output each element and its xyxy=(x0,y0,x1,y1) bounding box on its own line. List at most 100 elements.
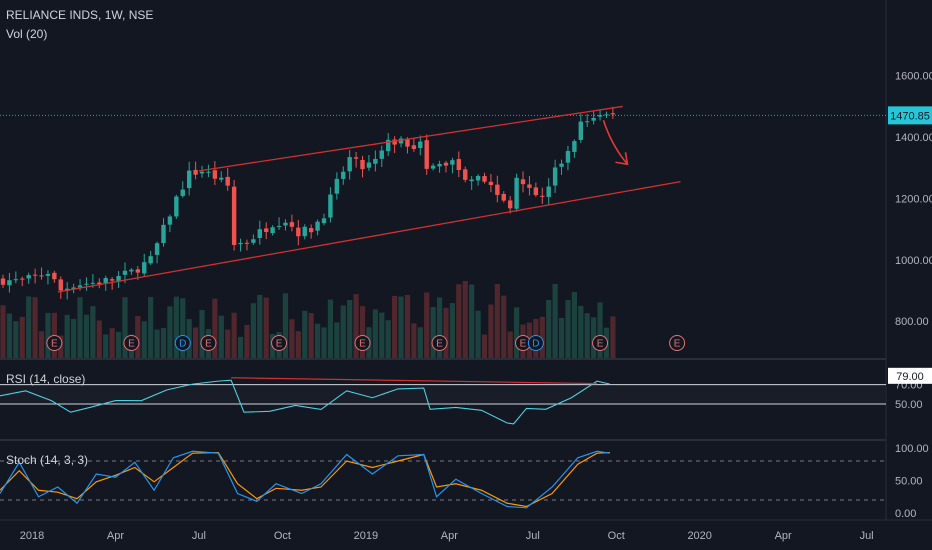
candle-body xyxy=(341,171,346,179)
candle-body xyxy=(488,181,494,186)
event-marker-label: E xyxy=(276,339,283,350)
upper-channel-line xyxy=(198,105,623,172)
volume-bar xyxy=(424,292,430,358)
event-marker-label: E xyxy=(359,339,366,350)
time-tick-label: Oct xyxy=(274,530,291,542)
candle-body xyxy=(148,256,153,264)
time-tick-label: Jul xyxy=(192,530,206,542)
candle-body xyxy=(122,270,128,275)
candle-body xyxy=(129,269,134,272)
candle-body xyxy=(251,239,256,243)
candle-body xyxy=(514,177,519,209)
candle-body xyxy=(231,186,237,245)
volume-bar xyxy=(6,313,13,358)
time-tick-label: 2018 xyxy=(20,530,44,542)
volume-bar xyxy=(379,312,385,358)
candle-body xyxy=(199,171,205,174)
volume-bar xyxy=(327,299,334,358)
stoch-tick-label: 50.00 xyxy=(895,476,923,488)
stoch-k-line xyxy=(0,450,610,509)
event-marker-label: E xyxy=(51,339,58,350)
time-tick-label: Apr xyxy=(441,530,458,542)
rsi-tick-label: 50.00 xyxy=(895,399,923,411)
volume-bar xyxy=(443,307,449,358)
last-price-badge xyxy=(888,106,932,125)
candle-body xyxy=(450,160,455,165)
volume-bar xyxy=(141,321,147,358)
volume-bar xyxy=(13,321,19,358)
event-marker-label: E xyxy=(520,339,527,350)
candles-layer xyxy=(0,106,886,300)
candle-body xyxy=(77,285,83,288)
time-tick-label: Apr xyxy=(775,530,792,542)
event-marker-label: E xyxy=(597,339,604,350)
volume-bar xyxy=(308,312,314,358)
candle-body xyxy=(257,229,262,238)
volume-bar xyxy=(430,307,436,358)
rsi-series-line xyxy=(0,379,611,425)
volume-bar xyxy=(353,294,359,358)
time-tick-label: 2020 xyxy=(687,530,711,542)
volume-label[interactable]: Vol (20) xyxy=(6,27,47,41)
event-marker-e xyxy=(271,335,288,351)
event-marker-label: E xyxy=(205,339,212,350)
volume-bar xyxy=(385,320,391,358)
stoch-label[interactable]: Stoch (14, 3, 3) xyxy=(6,453,88,467)
event-marker-e xyxy=(592,335,609,351)
candle-body xyxy=(373,158,378,164)
volume-bar xyxy=(90,306,96,358)
candle-body xyxy=(411,145,417,149)
volume-bar xyxy=(122,297,128,358)
price-tick-label: 1000.00 xyxy=(895,255,932,267)
time-tick-label: 2019 xyxy=(354,530,378,542)
candle-body xyxy=(572,141,577,152)
candle-body xyxy=(469,179,474,182)
rsi-label[interactable]: RSI (14, close) xyxy=(6,372,85,386)
candle-body xyxy=(437,163,442,167)
volume-bar xyxy=(244,324,250,358)
rsi-value-badge xyxy=(888,367,932,384)
volume-bar xyxy=(173,296,179,358)
candle-body xyxy=(501,193,506,201)
event-marker-label: E xyxy=(436,339,443,350)
volume-bar xyxy=(591,317,597,358)
candle-body xyxy=(296,227,301,237)
candle-body xyxy=(39,275,44,277)
candle-body xyxy=(135,269,141,273)
volume-bar xyxy=(115,331,122,358)
candle-body xyxy=(507,200,513,209)
rsi-panel xyxy=(0,377,886,425)
candle-body xyxy=(366,162,372,168)
volume-bar xyxy=(19,316,25,358)
candle-body xyxy=(90,282,96,284)
volume-bar xyxy=(83,314,90,358)
volume-bar xyxy=(584,313,590,358)
candle-body xyxy=(392,139,397,145)
candle-body xyxy=(565,150,571,163)
volume-bar xyxy=(514,307,520,358)
candle-body xyxy=(270,227,275,234)
volume-bar xyxy=(32,297,38,358)
volume-bar xyxy=(449,303,455,358)
volume-bar xyxy=(154,329,160,358)
volume-bar xyxy=(167,306,173,358)
volume-bar xyxy=(250,303,256,358)
volume-bar xyxy=(263,297,269,358)
candle-body xyxy=(186,170,192,189)
price-tick-label: 1400.00 xyxy=(895,132,932,144)
candle-body xyxy=(109,279,115,281)
candle-body xyxy=(225,176,230,186)
candle-body xyxy=(283,222,288,226)
symbol-title[interactable]: RELIANCE INDS, 1W, NSE xyxy=(6,8,153,22)
candle-body xyxy=(13,279,19,281)
volume-bar xyxy=(212,298,218,358)
candle-body xyxy=(116,275,121,282)
candle-body xyxy=(84,283,89,285)
volume-bar xyxy=(26,296,32,358)
time-tick-label: Jul xyxy=(860,530,874,542)
volume-bar xyxy=(334,322,340,358)
annotation-layer xyxy=(57,105,681,293)
down-arrow-head xyxy=(615,152,629,166)
volume-bar xyxy=(347,299,353,358)
